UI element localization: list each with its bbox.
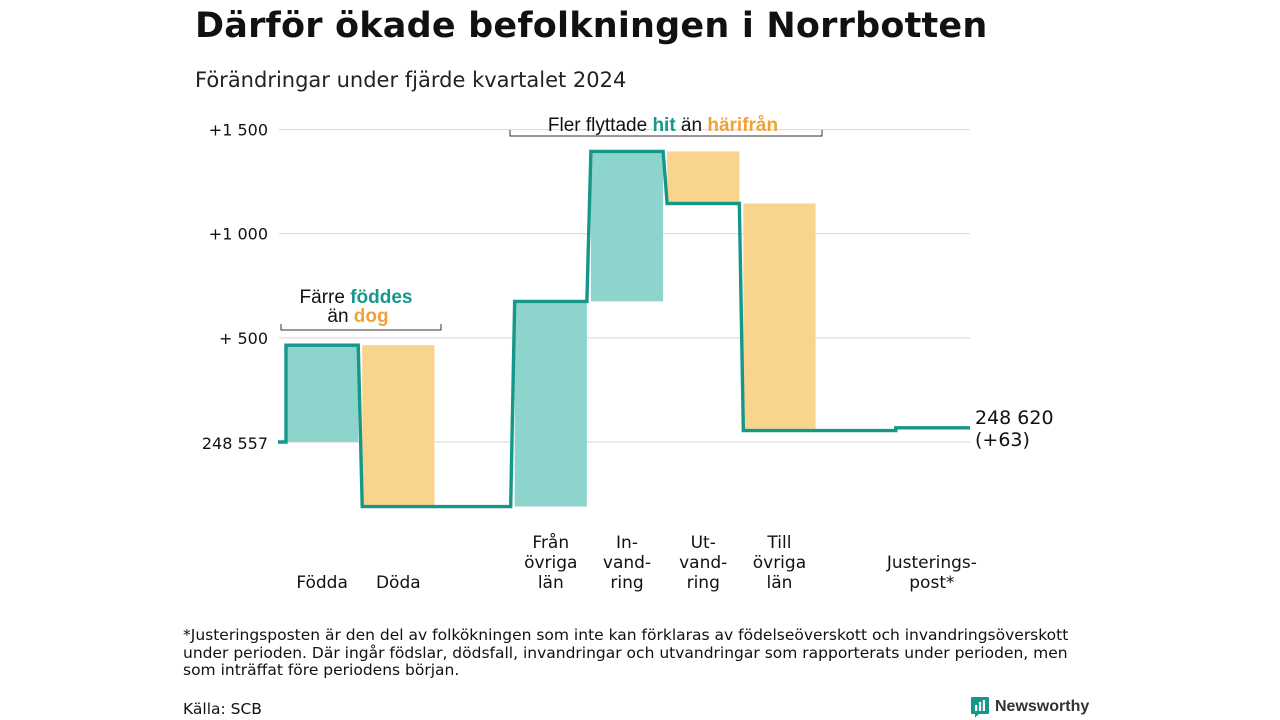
brand-name: Newsworthy xyxy=(995,698,1090,715)
end-value-label: 248 620 xyxy=(975,407,1054,429)
annotation-highlight-harifran: härifrån xyxy=(707,115,778,136)
category-label: län xyxy=(538,573,564,593)
waterfall-bar xyxy=(362,345,435,507)
category-label: Från xyxy=(532,532,569,553)
start-value-label: 248 557 xyxy=(202,434,268,453)
newsworthy-logo-icon xyxy=(971,697,989,718)
category-label: vand- xyxy=(603,553,651,573)
annotation-migration: Fler flyttade hit än härifrån xyxy=(548,115,778,136)
category-label: Justerings- xyxy=(886,553,977,573)
bars xyxy=(286,151,816,507)
step-line-path xyxy=(278,149,970,509)
waterfall-bar xyxy=(514,301,587,507)
chart-title: Därför ökade befolkningen i Norrbotten xyxy=(195,6,988,46)
category-label: övriga xyxy=(524,553,577,573)
waterfall-bar xyxy=(286,345,359,442)
end-change-label: (+63) xyxy=(975,429,1030,451)
annotation-text: än xyxy=(676,115,708,136)
step-line xyxy=(278,149,970,509)
waterfall-bar xyxy=(667,151,740,204)
category-label: In- xyxy=(616,533,638,553)
category-label: Döda xyxy=(376,573,421,593)
y-tick-label: + 500 xyxy=(219,329,268,348)
annotation-text: än xyxy=(327,306,353,327)
annotation-highlight-born: föddes xyxy=(350,287,412,308)
y-tick-label: +1 500 xyxy=(209,121,268,140)
category-label: övriga xyxy=(753,553,806,573)
source: Källa: SCB xyxy=(183,700,262,718)
y-tick-label: +1 000 xyxy=(209,225,268,244)
category-label: ring xyxy=(687,573,720,593)
category-label: vand- xyxy=(679,553,727,573)
annotation-highlight-hit: hit xyxy=(652,115,676,136)
annotation-births-line2: än dog xyxy=(327,306,388,327)
waterfall-bar xyxy=(743,203,816,431)
category-label: Till xyxy=(766,533,791,553)
category-label: län xyxy=(766,573,792,593)
category-label: post* xyxy=(909,573,954,593)
category-label: Födda xyxy=(296,573,348,593)
brand-logo: Newsworthy xyxy=(970,696,1089,718)
chart-subtitle: Förändringar under fjärde kvartalet 2024 xyxy=(195,68,627,92)
annotation-highlight-died: dog xyxy=(354,306,389,327)
annotation-text: Fler flyttade xyxy=(548,115,653,136)
waterfall-bar xyxy=(590,151,664,302)
annotation-bracket-migration xyxy=(509,130,823,137)
category-label: ring xyxy=(610,573,643,593)
annotation-bracket-births xyxy=(280,324,442,331)
category-label: Ut- xyxy=(691,533,716,553)
footnote: *Justeringsposten är den del av folkökni… xyxy=(183,626,1069,679)
annotation-text: Färre xyxy=(300,287,351,308)
annotation-births-line1: Färre föddes xyxy=(300,287,413,308)
